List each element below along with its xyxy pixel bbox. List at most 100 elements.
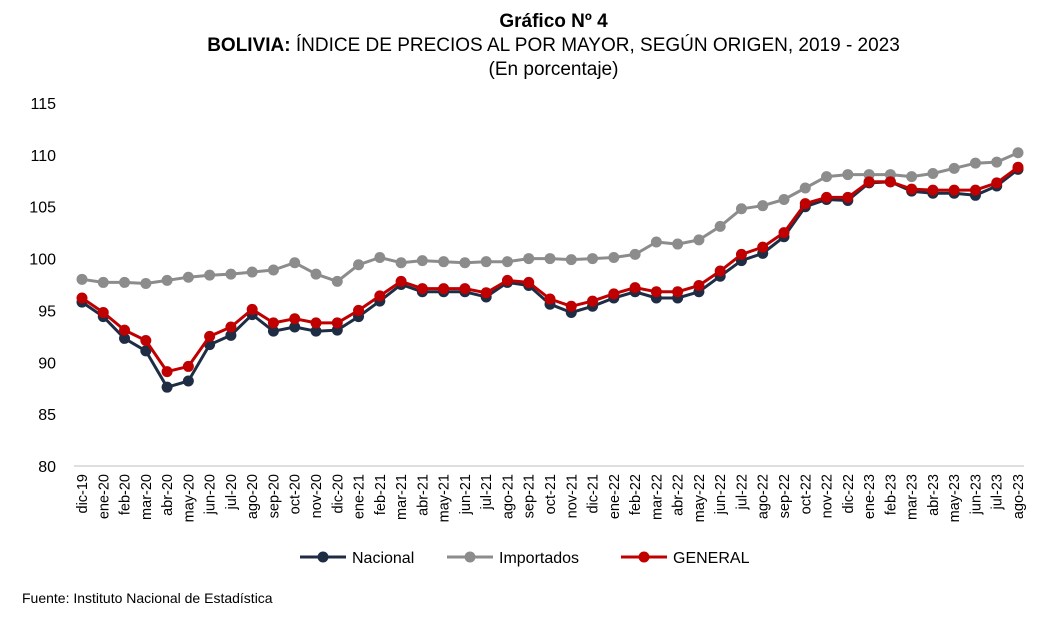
legend-marker-nacional	[317, 551, 329, 563]
data-point-general	[778, 227, 790, 239]
data-point-importados	[948, 162, 960, 174]
data-point-general	[863, 176, 875, 188]
data-point-importados	[140, 277, 152, 289]
chart-legend: Nacional Importados GENERAL	[300, 550, 750, 567]
x-tick-label: nov-22	[820, 474, 836, 518]
data-point-general	[608, 288, 620, 300]
x-tick-label: may-21	[437, 474, 453, 522]
x-tick-label: ene-23	[862, 474, 878, 519]
data-point-general	[714, 265, 726, 277]
chart-titles: Gráfico Nº 4 BOLIVIA: ÍNDICE DE PRECIOS …	[0, 10, 1047, 82]
x-tick-label: mar-20	[139, 474, 155, 520]
data-point-general	[97, 307, 109, 319]
x-tick-label: jul-23	[990, 474, 1006, 510]
chart-number: Gráfico Nº 4	[499, 11, 608, 32]
data-point-importados	[289, 257, 301, 269]
data-point-nacional	[140, 345, 152, 357]
x-tick-label: jun-22	[713, 474, 729, 515]
data-point-general	[757, 241, 769, 253]
data-point-nacional	[119, 332, 131, 344]
data-point-general	[161, 366, 173, 378]
data-point-general	[395, 275, 407, 287]
data-point-importados	[991, 156, 1003, 168]
data-point-nacional	[225, 329, 237, 341]
x-tick-label: ene-22	[607, 474, 623, 519]
x-tick-label: jun-21	[458, 474, 474, 515]
data-point-importados	[778, 193, 790, 205]
data-point-importados	[587, 253, 599, 265]
x-tick-label: may-22	[692, 474, 708, 522]
data-point-importados	[821, 171, 833, 183]
source-note: Fuente: Instituto Nacional de Estadístic…	[22, 590, 273, 606]
y-tick-label: 80	[38, 459, 56, 476]
data-point-general	[906, 183, 918, 195]
x-tick-label: oct-22	[798, 474, 814, 514]
series-line-nacional	[81, 168, 1019, 389]
x-tick-label: dic-22	[841, 474, 857, 514]
data-point-importados	[331, 275, 343, 287]
data-point-general	[523, 276, 535, 288]
x-tick-label: jun-20	[203, 474, 219, 515]
data-point-importados	[757, 200, 769, 212]
data-point-importados	[204, 269, 216, 281]
data-point-nacional	[289, 321, 301, 333]
data-point-importados	[608, 252, 620, 264]
x-tick-label: jun-23	[968, 474, 984, 515]
data-point-general	[587, 295, 599, 307]
x-tick-label: abr-23	[926, 474, 942, 516]
x-tick-label: jul-20	[224, 474, 240, 510]
data-point-general	[459, 283, 471, 295]
x-tick-label: dic-20	[330, 474, 346, 514]
x-tick-label: ago-20	[245, 474, 261, 519]
x-tick-label: mar-22	[649, 474, 665, 520]
data-point-nacional	[161, 381, 173, 393]
legend-label-nacional: Nacional	[352, 550, 414, 567]
data-point-importados	[119, 276, 131, 288]
series-line-general	[81, 166, 1019, 374]
data-point-importados	[1012, 147, 1024, 159]
data-point-general	[331, 317, 343, 329]
y-tick-label: 105	[29, 200, 56, 217]
data-point-importados	[459, 257, 471, 269]
x-tick-label: ago-23	[1011, 474, 1027, 519]
data-point-general	[991, 177, 1003, 189]
data-point-importados	[353, 259, 365, 271]
x-tick-label: jul-22	[734, 474, 750, 510]
data-point-general	[204, 330, 216, 342]
data-point-importados	[693, 234, 705, 246]
x-tick-label: mar-23	[905, 474, 921, 520]
data-point-importados	[735, 203, 747, 215]
data-point-importados	[842, 169, 854, 181]
data-point-importados	[714, 220, 726, 232]
x-tick-label: abr-21	[415, 474, 431, 516]
x-tick-label: ago-22	[756, 474, 772, 519]
x-tick-label: feb-21	[373, 474, 389, 515]
data-point-general	[246, 303, 258, 315]
legend-marker-importados	[464, 551, 476, 563]
chart-subtitle: (En porcentaje)	[488, 59, 619, 80]
y-tick-label: 100	[29, 252, 56, 269]
x-tick-label: dic-21	[586, 474, 602, 514]
x-tick-label: feb-22	[628, 474, 644, 515]
data-point-general	[927, 184, 939, 196]
data-point-general	[799, 198, 811, 210]
data-point-general	[969, 184, 981, 196]
x-tick-label: ago-21	[500, 474, 516, 519]
x-tick-label: jul-21	[479, 474, 495, 510]
y-tick-label: 85	[38, 407, 56, 424]
data-point-importados	[927, 168, 939, 180]
data-point-general	[119, 324, 131, 336]
x-tick-label: nov-21	[564, 474, 580, 518]
data-point-general	[650, 286, 662, 298]
data-point-nacional	[267, 325, 279, 337]
data-point-importados	[565, 254, 577, 266]
legend-label-importados: Importados	[499, 550, 579, 567]
data-point-general	[140, 335, 152, 347]
y-tick-label: 90	[38, 355, 56, 372]
x-tick-label: mar-21	[394, 474, 410, 520]
data-point-nacional	[182, 375, 194, 387]
x-tick-label: abr-20	[160, 474, 176, 516]
data-point-general	[693, 280, 705, 292]
data-point-importados	[501, 256, 513, 268]
data-point-importados	[438, 256, 450, 268]
